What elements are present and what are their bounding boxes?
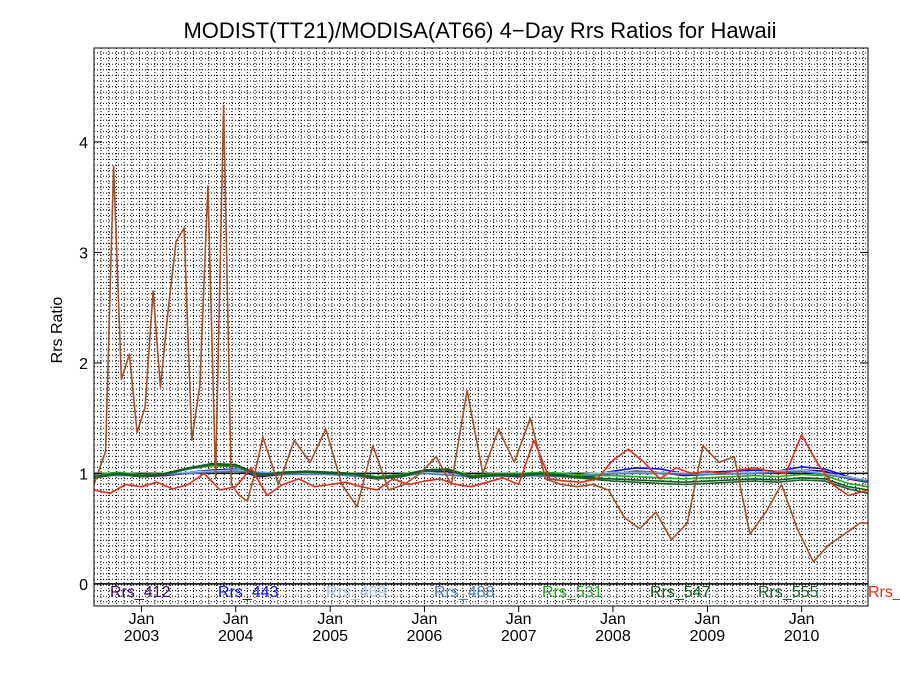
x-tick-label-year: 2003 [124,628,160,645]
series-layer [93,104,869,563]
legend-entry: Rrs_443 [218,584,279,601]
series-line-rrs-531 [93,464,869,488]
series-line-rrs-645 [93,433,869,497]
x-tick-label-month: Jan [600,611,626,628]
x-tick-label-year: 2007 [501,628,537,645]
x-tick-label-year: 2009 [690,628,726,645]
legend-entry: Rrs_ [868,584,900,601]
series-line-rrs-547 [93,462,869,491]
legend-entry: Rrs_547 [650,584,711,601]
y-tick-label: 3 [79,245,88,262]
x-tick-label-year: 2006 [407,628,443,645]
x-tick-label-month: Jan [506,611,532,628]
x-tick-label-month: Jan [695,611,721,628]
legend-entry: Rrs_469 [326,584,387,601]
x-tick-label-year: 2005 [312,628,348,645]
legend-entry: Rrs_412 [110,584,171,601]
x-tick-label-year: 2004 [218,628,254,645]
grid [94,48,868,606]
x-tick-label-month: Jan [412,611,438,628]
y-tick-label: 1 [79,466,88,483]
x-tick-label-year: 2008 [595,628,631,645]
chart-title: MODIST(TT21)/MODISA(AT66) 4−Day Rrs Rati… [183,18,776,43]
x-tick-label-month: Jan [129,611,155,628]
x-axis-ticks: Jan2003Jan2004Jan2005Jan2006Jan2007Jan20… [124,606,820,645]
series-line-rrs-555 [93,463,869,495]
y-axis-ticks: 0 1 2 3 4 [79,135,868,594]
legend: Rrs_412 Rrs_443 Rrs_469 Rrs_488 Rrs_531 Rrs_5… [110,584,900,601]
x-tick-label-month: Jan [789,611,815,628]
legend-entry: Rrs_555 [758,584,819,601]
y-tick-label: 4 [79,135,88,152]
y-axis-label: Rrs Ratio [49,297,66,364]
x-tick-label-month: Jan [317,611,343,628]
plot-frame [93,47,869,607]
y-tick-label: 0 [79,577,88,594]
x-tick-label-month: Jan [223,611,249,628]
legend-entry: Rrs_531 [542,584,603,601]
series-line-rrs-667 [93,104,868,563]
legend-entry: Rrs_488 [434,584,495,601]
x-tick-label-year: 2010 [784,628,820,645]
y-tick-label: 2 [79,356,88,373]
